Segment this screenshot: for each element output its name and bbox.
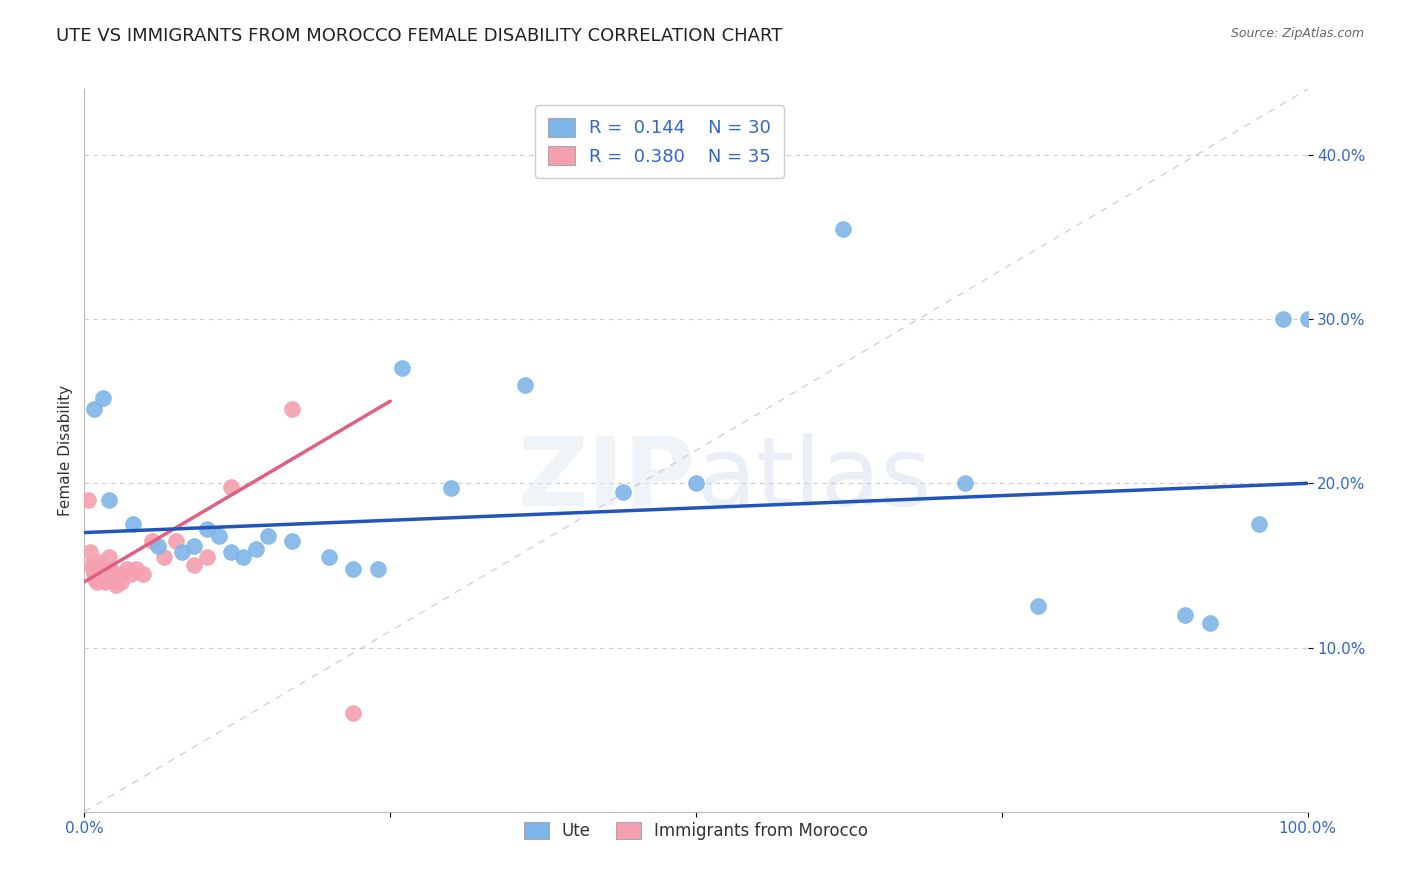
Point <box>93 572 115 586</box>
Point <box>257 529 280 543</box>
Y-axis label: Female Disability: Female Disability <box>58 384 73 516</box>
Point <box>831 221 853 235</box>
Point <box>342 706 364 721</box>
Text: UTE VS IMMIGRANTS FROM MOROCCO FEMALE DISABILITY CORRELATION CHART: UTE VS IMMIGRANTS FROM MOROCCO FEMALE DI… <box>56 27 783 45</box>
Point <box>80 558 103 573</box>
Point <box>367 562 389 576</box>
Point <box>318 550 340 565</box>
Point <box>1028 599 1050 614</box>
Legend: Ute, Immigrants from Morocco: Ute, Immigrants from Morocco <box>517 815 875 847</box>
Point <box>87 562 110 576</box>
Point <box>1198 615 1220 630</box>
Point <box>120 566 142 581</box>
Point <box>1174 607 1197 622</box>
Point <box>97 562 120 576</box>
Point <box>83 402 105 417</box>
Point <box>1296 312 1319 326</box>
Point <box>97 492 120 507</box>
Point <box>391 361 413 376</box>
Point <box>281 402 304 417</box>
Point <box>79 545 101 559</box>
Point <box>232 550 254 565</box>
Point <box>122 517 145 532</box>
Point <box>89 562 111 576</box>
Point <box>195 522 218 536</box>
Point <box>219 480 242 494</box>
Point <box>172 545 194 559</box>
Point <box>100 566 122 581</box>
Point <box>125 562 148 576</box>
Point <box>83 566 105 581</box>
Point <box>98 562 121 576</box>
Point <box>110 574 132 589</box>
Point <box>146 539 169 553</box>
Point <box>77 492 100 507</box>
Point <box>141 533 163 548</box>
Point <box>105 578 128 592</box>
Point <box>97 550 120 565</box>
Point <box>153 550 176 565</box>
Point <box>183 539 205 553</box>
Point <box>84 572 107 586</box>
Point <box>685 476 707 491</box>
Text: atlas: atlas <box>696 433 931 526</box>
Point <box>183 558 205 573</box>
Point <box>96 566 118 581</box>
Point <box>440 481 463 495</box>
Point <box>90 566 112 581</box>
Point <box>86 574 108 589</box>
Point <box>82 562 104 576</box>
Point <box>165 533 187 548</box>
Point <box>103 574 125 589</box>
Point <box>281 533 304 548</box>
Point <box>1247 517 1270 532</box>
Point <box>91 391 114 405</box>
Point <box>342 562 364 576</box>
Point <box>87 555 110 569</box>
Point <box>953 476 976 491</box>
Point <box>132 566 155 581</box>
Point <box>208 529 231 543</box>
Point <box>1272 312 1295 326</box>
Point <box>219 545 242 559</box>
Text: ZIP: ZIP <box>517 433 696 526</box>
Point <box>245 541 267 556</box>
Point <box>107 566 129 581</box>
Point <box>513 377 536 392</box>
Point <box>612 484 634 499</box>
Point <box>94 574 117 589</box>
Point <box>91 566 114 581</box>
Point <box>115 562 138 576</box>
Point <box>195 550 218 565</box>
Text: Source: ZipAtlas.com: Source: ZipAtlas.com <box>1230 27 1364 40</box>
